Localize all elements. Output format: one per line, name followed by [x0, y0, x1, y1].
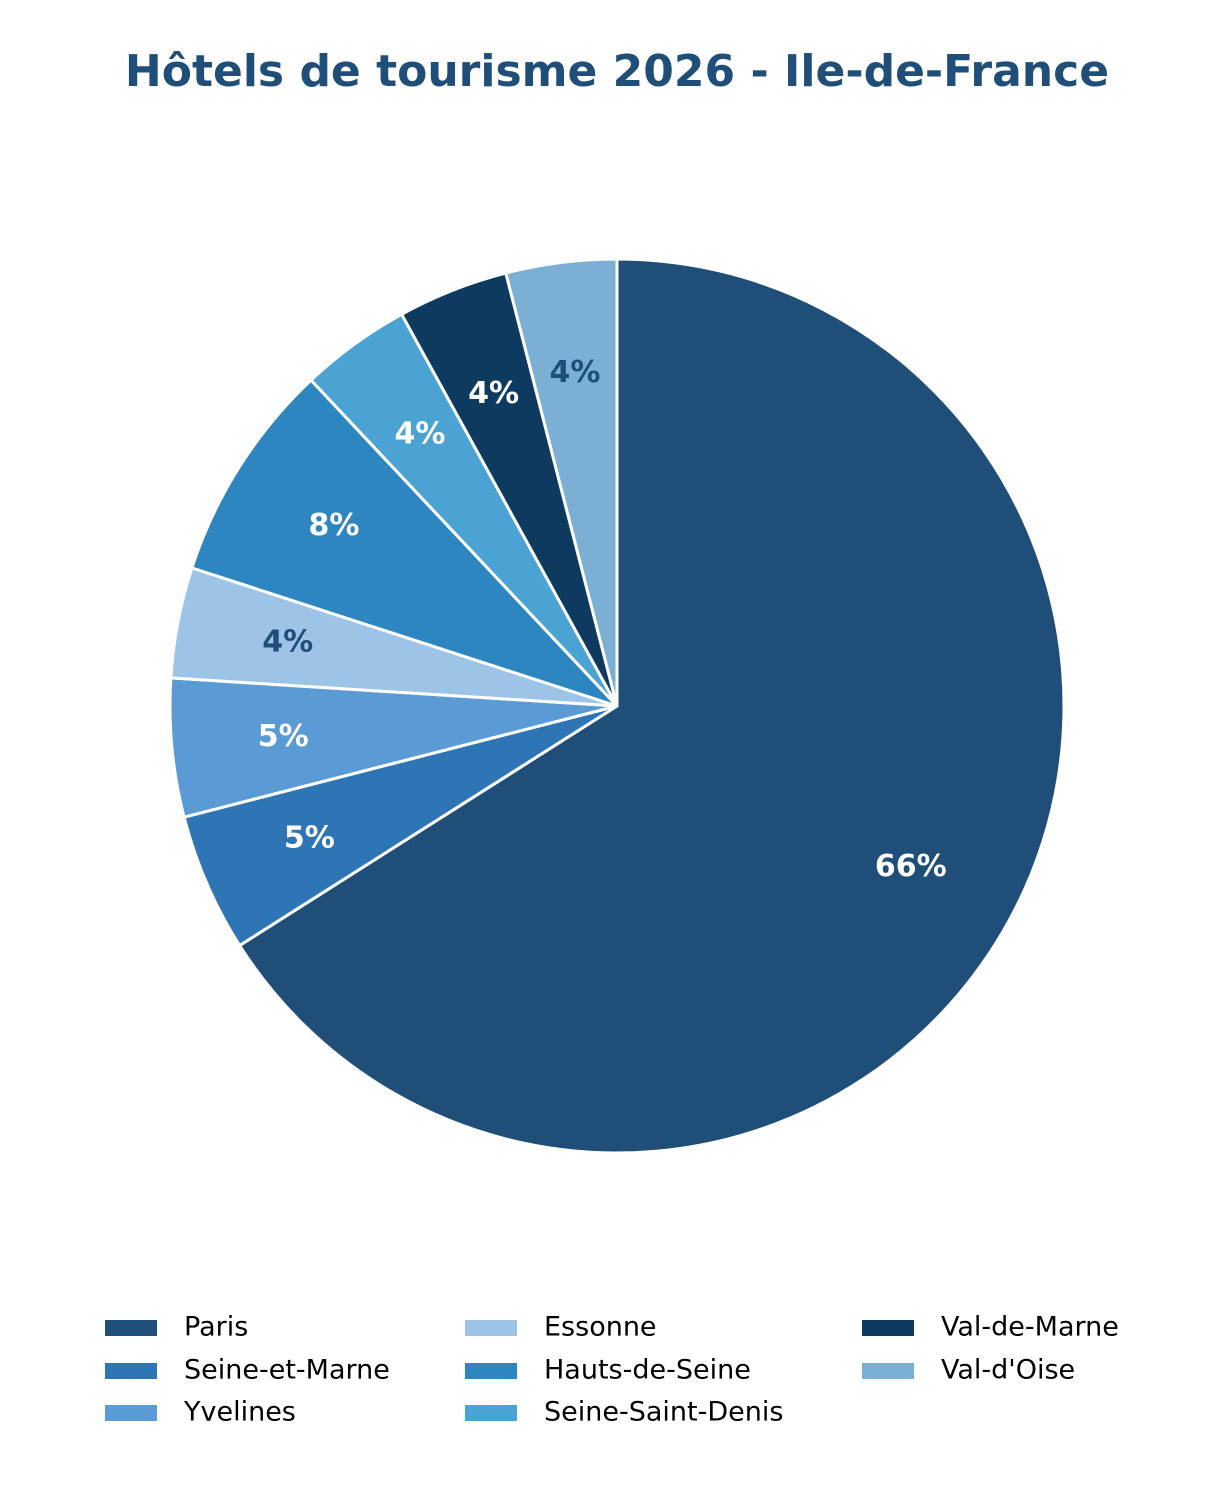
pie-slice — [238, 257, 1066, 1155]
legend-label: Hauts-de-Seine — [544, 1355, 751, 1386]
legend-swatch — [105, 1405, 157, 1421]
legend-swatch — [105, 1363, 157, 1379]
legend-swatch — [105, 1320, 157, 1336]
legend-label: Yvelines — [183, 1397, 296, 1428]
value-label: 5% — [284, 821, 335, 856]
legend-swatch — [862, 1363, 914, 1379]
value-label: 5% — [258, 719, 309, 754]
value-label: 4% — [550, 355, 601, 390]
legend-swatch — [862, 1320, 914, 1336]
chart-title: Hôtels de tourisme 2026 - Ile-de-France — [125, 46, 1109, 97]
value-label: 8% — [308, 508, 359, 543]
legend-label: Seine-Saint-Denis — [544, 1397, 783, 1428]
legend-label: Val-de-Marne — [941, 1312, 1119, 1343]
legend-swatch — [465, 1363, 517, 1379]
legend-label: Val-d'Oise — [941, 1355, 1075, 1386]
legend-swatch — [465, 1320, 517, 1336]
value-label: 66% — [875, 849, 947, 884]
legend-label: Essonne — [544, 1312, 657, 1343]
value-label: 4% — [394, 416, 445, 451]
pie-slice — [504, 257, 619, 708]
legend-swatch — [465, 1405, 517, 1421]
pie-slice — [190, 378, 619, 708]
legend-label: Paris — [184, 1312, 248, 1343]
legend-label: Seine-et-Marne — [184, 1355, 390, 1386]
value-label: 4% — [262, 625, 313, 660]
value-label: 4% — [468, 376, 519, 411]
